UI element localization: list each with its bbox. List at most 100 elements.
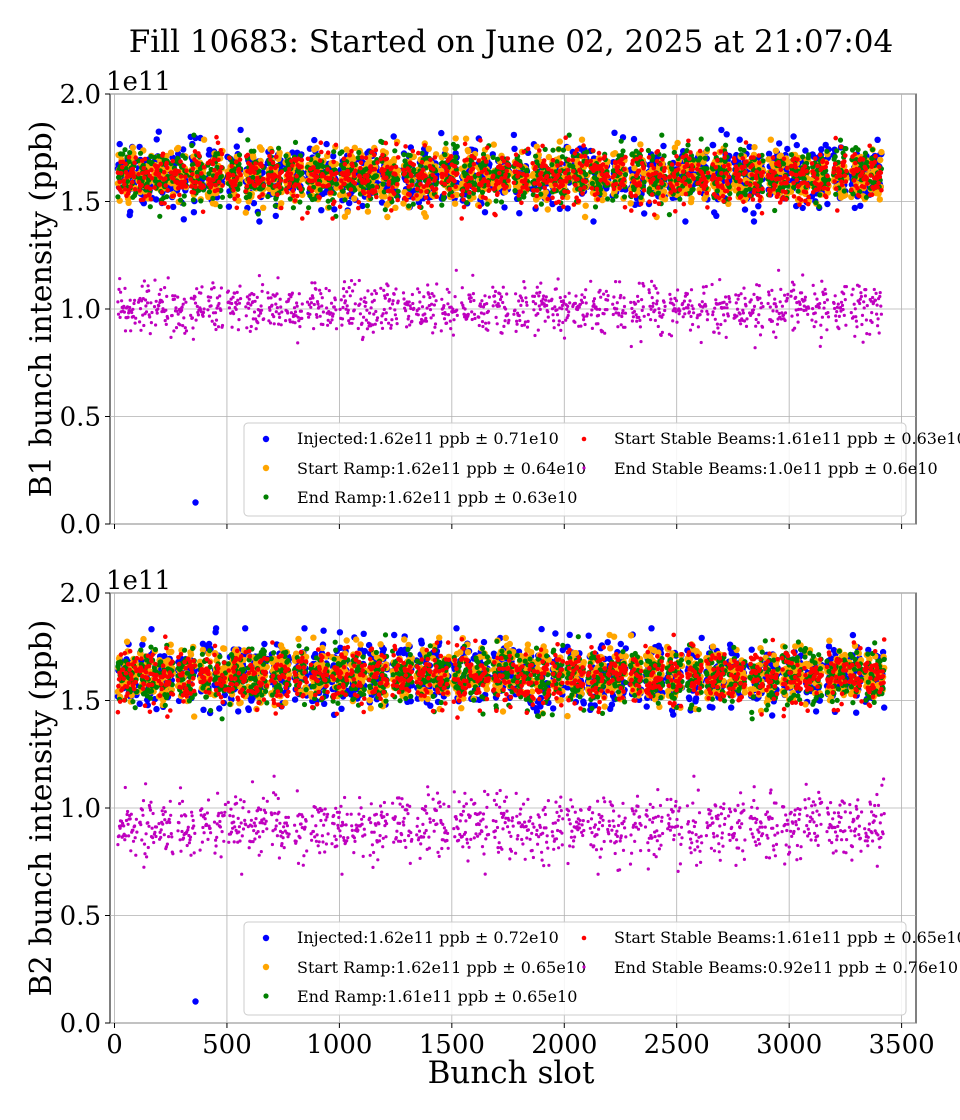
data-point (802, 164, 808, 169)
data-point (193, 295, 197, 299)
data-point (162, 201, 167, 206)
data-point (638, 155, 643, 160)
data-point (220, 183, 225, 188)
data-point (166, 316, 170, 320)
data-point (218, 294, 222, 298)
data-point (255, 211, 261, 217)
data-point (237, 301, 242, 305)
data-point (454, 143, 460, 149)
data-point (726, 174, 732, 180)
data-point (541, 158, 547, 163)
data-point (860, 169, 865, 175)
data-point (618, 138, 624, 144)
data-point (300, 216, 305, 221)
data-point (190, 209, 198, 216)
data-point (583, 179, 588, 184)
data-point (794, 177, 800, 183)
data-point (231, 187, 236, 193)
data-point (578, 186, 583, 192)
data-point (130, 166, 136, 172)
data-point (207, 314, 211, 318)
data-point (715, 157, 720, 163)
data-point (132, 160, 137, 165)
data-point (667, 174, 673, 179)
data-point (195, 287, 199, 291)
data-point (523, 177, 528, 182)
data-point (225, 203, 233, 210)
data-point (118, 277, 122, 281)
data-point (212, 286, 216, 290)
data-point (744, 159, 749, 164)
data-point (252, 310, 257, 314)
data-point (219, 151, 225, 157)
data-point (765, 150, 773, 157)
data-point (227, 155, 232, 161)
data-point (485, 145, 490, 150)
data-point (411, 162, 417, 168)
data-point (216, 325, 221, 329)
data-point (153, 278, 157, 282)
data-point (156, 307, 160, 311)
data-point (784, 145, 791, 153)
data-point (122, 310, 126, 314)
data-point (190, 166, 196, 171)
data-point (382, 207, 388, 213)
data-point (260, 204, 267, 211)
data-point (743, 170, 748, 175)
data-point (832, 161, 838, 167)
data-point (524, 167, 530, 173)
data-point (404, 197, 409, 203)
data-point (867, 143, 872, 149)
data-point (278, 178, 284, 183)
data-point (813, 156, 818, 161)
data-point (356, 149, 362, 156)
data-point (366, 193, 372, 199)
data-point (237, 126, 244, 134)
data-point (565, 167, 570, 173)
data-point (132, 301, 136, 306)
data-point (504, 168, 510, 174)
data-point (125, 199, 132, 206)
data-point (261, 183, 267, 188)
data-point (754, 169, 759, 175)
data-point (564, 205, 571, 212)
data-point (595, 197, 601, 202)
data-point (294, 193, 300, 199)
data-point (184, 329, 189, 333)
data-point (146, 284, 150, 288)
data-point (834, 148, 840, 154)
data-point (313, 144, 320, 152)
data-point (209, 182, 214, 187)
data-point (513, 152, 519, 157)
data-point (247, 297, 251, 301)
data-point (590, 148, 596, 153)
data-point (232, 312, 236, 316)
data-point (215, 187, 220, 193)
data-point (674, 181, 680, 187)
data-point (329, 190, 334, 195)
data-point (290, 205, 296, 211)
data-point (773, 183, 778, 188)
data-point (487, 187, 492, 193)
data-point (351, 195, 358, 202)
data-point (395, 155, 401, 160)
data-point (453, 184, 459, 189)
data-point (157, 304, 161, 308)
data-point (235, 186, 241, 192)
data-point (627, 200, 634, 207)
data-point (211, 281, 215, 285)
data-point (165, 187, 170, 193)
data-point (142, 279, 146, 283)
data-point (350, 163, 355, 169)
data-point (425, 200, 431, 205)
data-point (194, 318, 198, 322)
data-point (503, 184, 509, 190)
data-point (668, 190, 674, 195)
data-point (157, 213, 163, 219)
data-point (123, 286, 127, 290)
data-point (879, 188, 884, 193)
data-point (486, 183, 491, 188)
data-point (364, 203, 370, 209)
data-point (677, 187, 683, 192)
data-point (483, 159, 489, 164)
